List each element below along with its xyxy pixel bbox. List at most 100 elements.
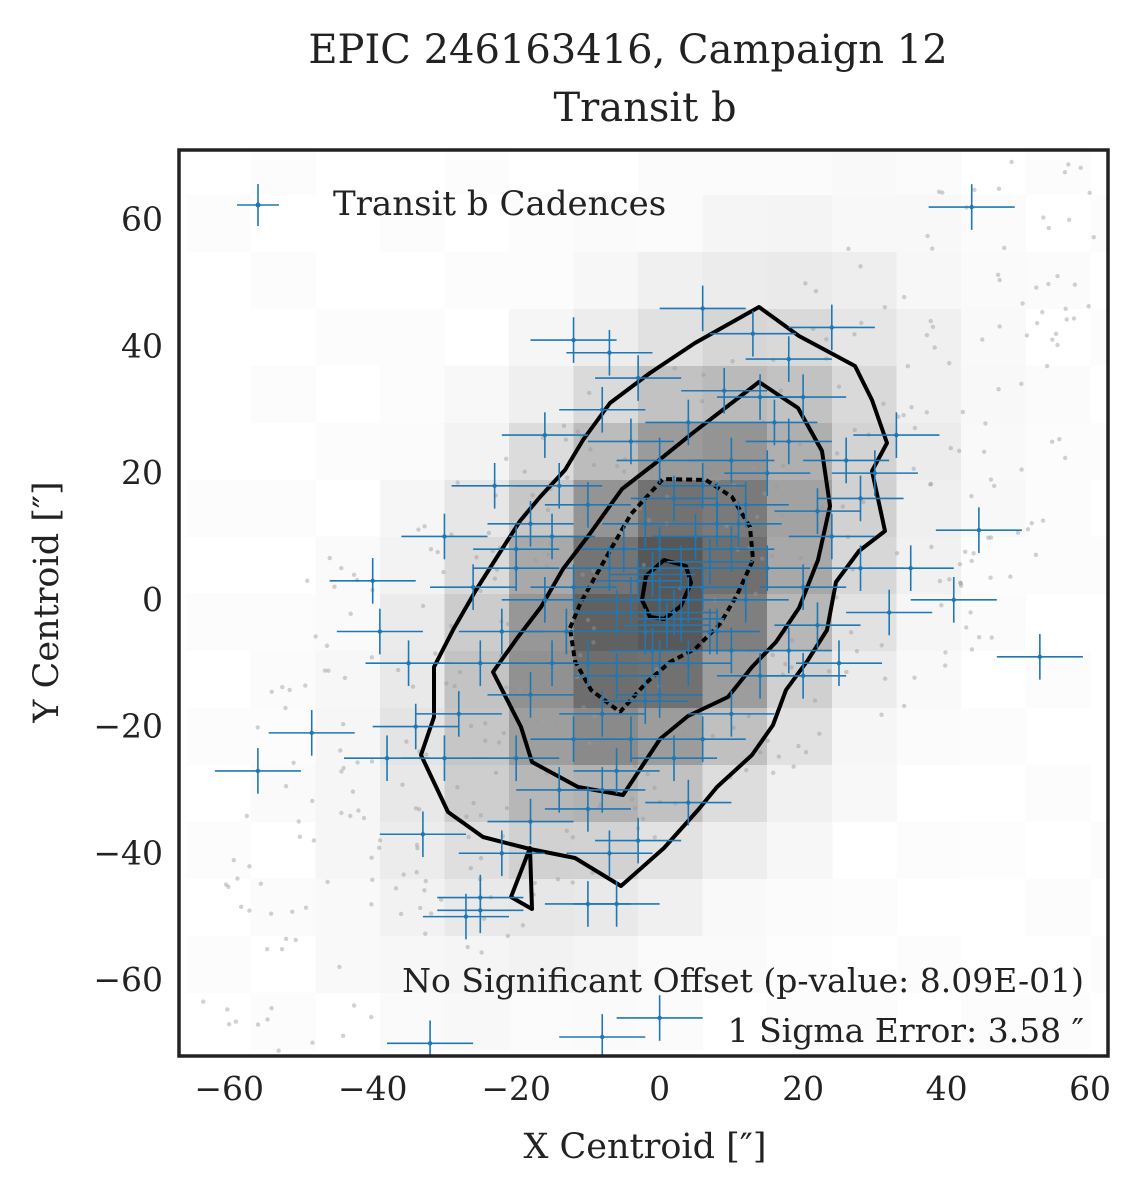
data-point: [559, 1014, 646, 1056]
background-dot: [339, 565, 344, 571]
heatmap-cell: [702, 536, 768, 594]
heatmap-cell: [896, 935, 962, 994]
heatmap-cell: [379, 764, 445, 823]
background-dot: [1071, 316, 1077, 321]
background-dot: [976, 634, 982, 640]
heatmap-cell: [508, 479, 575, 537]
heatmap-cell: [896, 365, 962, 423]
background-dot: [283, 705, 288, 711]
data-point: [559, 386, 646, 433]
heatmap-cell: [186, 935, 252, 994]
heatmap-cell: [896, 536, 962, 594]
background-dot: [698, 726, 703, 731]
background-dot: [311, 838, 317, 843]
background-dot: [296, 819, 301, 824]
background-dot: [1009, 159, 1014, 165]
background-dot: [452, 683, 457, 689]
background-dot: [789, 638, 795, 643]
heatmap-cell: [250, 593, 316, 652]
background-dot: [400, 782, 405, 787]
data-point: [788, 513, 875, 560]
heatmap-cell: [960, 593, 1027, 652]
background-dot: [591, 640, 596, 645]
background-dot: [1044, 363, 1050, 369]
background-dot: [928, 481, 934, 487]
heatmap-cell: [638, 194, 704, 252]
heatmap-cell: [315, 308, 381, 366]
data-point: [645, 399, 732, 446]
background-dot: [561, 423, 567, 428]
background-dot: [338, 748, 343, 753]
background-dot: [504, 805, 510, 811]
plot-area: [186, 150, 1108, 1056]
background-dot: [337, 964, 342, 970]
chart-subtitle: Transit b: [553, 85, 736, 131]
background-dot: [423, 931, 428, 936]
background-dot: [778, 388, 784, 393]
heatmap-cell: [444, 479, 510, 537]
background-dot: [231, 858, 236, 863]
data-point: [609, 627, 696, 674]
background-dot: [225, 1007, 230, 1012]
heatmap-cell: [444, 422, 510, 480]
background-dot: [691, 470, 696, 475]
heatmap-cell: [960, 707, 1027, 766]
background-dot: [410, 684, 416, 689]
heatmap-cell: [573, 821, 639, 880]
background-dot: [597, 804, 602, 809]
background-dot: [1046, 225, 1051, 231]
heatmap-cell: [573, 251, 639, 309]
heatmap-cell: [315, 821, 381, 880]
data-point: [666, 608, 753, 655]
background-dot: [957, 562, 963, 567]
data-point: [666, 539, 753, 585]
background-dot: [649, 472, 654, 477]
background-dot: [939, 603, 944, 608]
heatmap-cell: [573, 422, 639, 480]
heatmap-cell: [638, 935, 704, 994]
background-dot: [660, 728, 666, 733]
background-dot: [844, 669, 849, 675]
data-point: [652, 513, 739, 560]
sigma-annotation: 1 Sigma Error: 3.58 ″: [728, 1011, 1084, 1050]
heatmap-cell: [767, 650, 833, 709]
background-dot: [264, 947, 270, 952]
heatmap-cell: [508, 764, 575, 823]
heatmap-cell: [896, 194, 962, 252]
x-axis-label: X Centroid [″]: [523, 1127, 766, 1167]
heatmap-cell: [379, 194, 445, 252]
background-dot: [428, 911, 434, 916]
background-dot: [980, 337, 985, 342]
background-dot: [836, 384, 842, 389]
heatmap-cell: [250, 764, 316, 823]
heatmap-cell: [702, 150, 768, 195]
data-point: [573, 881, 660, 927]
background-dot: [912, 675, 917, 680]
background-dot: [1055, 273, 1060, 279]
background-dot: [859, 320, 864, 326]
background-dot: [901, 703, 907, 709]
data-point: [516, 462, 603, 509]
heatmap-cell: [702, 593, 768, 652]
background-dot: [501, 730, 507, 736]
background-dot: [991, 483, 997, 489]
background-dot: [972, 187, 977, 193]
background-dot: [637, 506, 643, 511]
background-dot: [1086, 304, 1091, 309]
data-point: [846, 589, 933, 636]
x-tick-label: −20: [481, 1069, 551, 1108]
background-dot: [758, 750, 763, 755]
heatmap-cell: [379, 536, 445, 594]
data-point: [595, 355, 682, 401]
data-point: [595, 817, 682, 864]
heatmap-cell: [573, 992, 639, 1051]
data-point: [760, 374, 847, 420]
background-dot: [1057, 436, 1062, 442]
heatmap-cell: [508, 365, 575, 423]
heatmap-cell: [896, 251, 962, 309]
background-dot: [989, 635, 994, 640]
background-dot: [369, 1014, 374, 1020]
heatmap-cell: [444, 251, 510, 309]
heatmap-cell: [315, 878, 381, 937]
background-dot: [840, 504, 846, 509]
